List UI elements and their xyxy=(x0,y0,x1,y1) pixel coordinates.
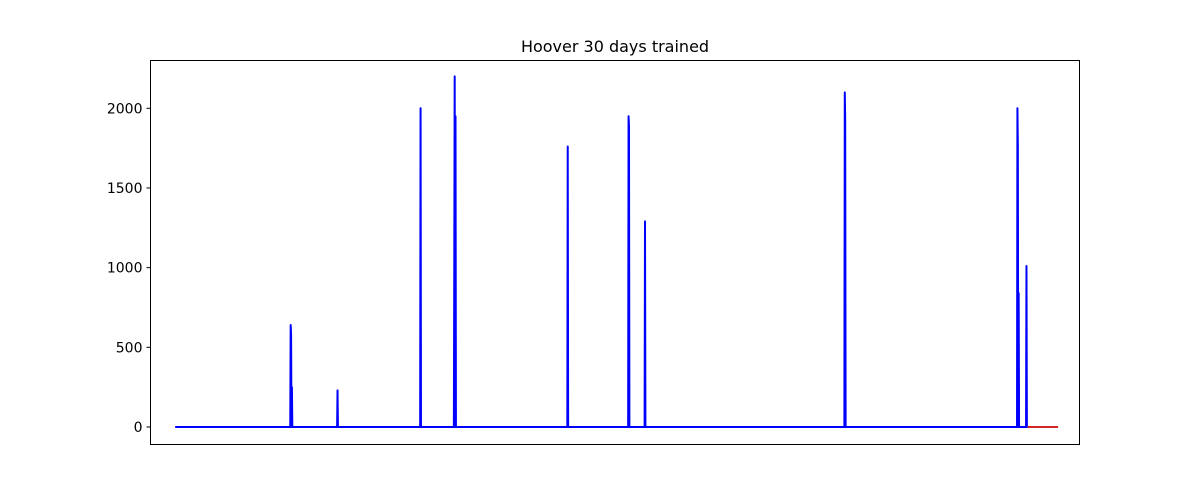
chart-title: Hoover 30 days trained xyxy=(521,37,709,56)
y-axis: 0 500 1000 1500 2000 xyxy=(107,101,151,436)
y-tick-label: 1000 xyxy=(107,261,143,277)
y-tick-label: 1500 xyxy=(107,181,143,197)
y-tick-label: 500 xyxy=(116,340,143,356)
series-layer xyxy=(175,75,1059,428)
plot-frame xyxy=(150,60,1080,445)
y-tick-label: 2000 xyxy=(107,101,143,117)
y-tick-label: 0 xyxy=(134,420,143,436)
series-line-1 xyxy=(175,75,1028,428)
